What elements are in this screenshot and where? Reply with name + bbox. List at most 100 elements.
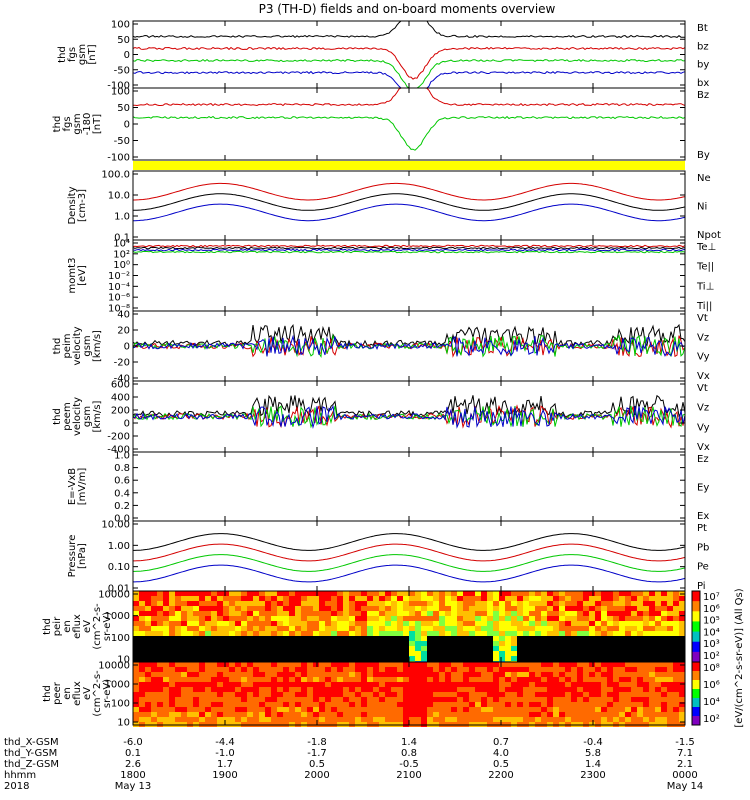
series-peim_velocity-1 [132,335,686,358]
legend-efield-2: Ex [697,511,709,522]
ytick-label: 10.00 [101,520,130,531]
orbit-value: 0.1 [125,748,141,759]
legend-peem_velocity-0: Vt [697,383,708,394]
legend-peim_velocity-2: Vy [697,352,710,363]
ylabel-line: peem [62,402,73,430]
colorbar-swatch [692,651,700,663]
ylabel-line: gsm [72,113,83,134]
colorbar-tick: 10² [703,651,720,662]
ylabel-line: (cm^2-s- [92,670,103,717]
series-peim_velocity-0 [132,323,686,348]
legend-pressure-3: Pi [697,581,706,592]
colorbar-swatch [692,689,700,699]
ytick-label: 0.2 [114,501,130,512]
series-fgs_180-1 [132,115,686,151]
ylabel-line: gsm [82,406,93,427]
colorbar-swatch [692,680,700,690]
ytick-label: 200 [111,406,130,417]
legend-fgs_180-1: By [697,150,710,161]
ylabel-line: velocity [72,326,83,365]
ylabel-line: thd [57,46,68,63]
colorbar-swatch [692,621,700,633]
colorbar-tick: 10⁶ [703,680,720,691]
legend-peim_velocity-3: Vx [697,371,710,382]
panel-peir_eflux: 10000 1000 100 10 thd peir en eflux eV (cm^2-s-sr… [42,590,686,666]
ylabel-line: peir [52,616,63,636]
ytick-label: 0 [124,342,130,353]
panel-pressure: 10.00 1.00 0.10 0.01 Pressure [nPa] Pt Pb Pe Pi [67,520,709,595]
ylabel-line: gsm [77,44,88,65]
colorbar-tick: 10³ [703,639,720,650]
ylabel-line: eflux [72,614,83,639]
orbit-value: 0000 [672,770,697,781]
series-pressure-1 [133,543,686,562]
ytick-label: 0 [124,419,130,430]
legend-pressure-1: Pb [697,542,709,553]
ylabel-line: eV [82,687,93,700]
ylabel-line: [km/s] [92,400,103,432]
ytick-label: 10.0 [108,191,130,202]
panel-efield: 1.00.8 0.60.4 0.2 0.0 E=-VxB [mV/m] Ez Ey Ex [67,451,709,525]
ylabel-line: thd [52,116,63,133]
legend-temperature-3: Ti|| [696,301,712,312]
legend-temperature-1: Te|| [696,262,714,273]
ytick-label: 600 [111,380,130,391]
series-fgs-1 [132,46,686,80]
colorbar-swatch [692,707,700,717]
orbit-value: 5.8 [585,748,601,759]
ytick-label: 0.6 [114,476,130,487]
ytick-label: 100 [111,633,130,644]
colorbar-tick: 10⁸ [703,663,720,674]
ylabel-line: [km/s] [92,330,103,362]
ylabel-line: Pressure [67,535,78,578]
legend-temperature-2: Ti⊥ [696,281,714,292]
legend-efield-0: Ez [697,454,709,465]
ylabel-line: [nT] [92,114,103,134]
colorbar-swatch [692,671,700,681]
series-pressure-3 [133,564,686,583]
series-temperature-0 [132,244,686,248]
panel-density: 100.0 10.0 1.0 0.1 Density [cm-3] Ne Ni Npot [67,170,721,244]
ytick-label: 0 [124,120,130,131]
colorbar-swatch [692,591,700,602]
legend-peim_velocity-1: Vz [697,332,709,343]
ytick-label: -100 [107,153,130,164]
ylabel-line: thd [52,338,63,355]
ylabel-line: thd [42,618,53,635]
ytick-label: 10⁰ [113,260,130,271]
ytick-label: 20 [117,326,130,337]
colorbar-tick: 10⁴ [703,627,720,638]
ytick-label: -100 [107,81,130,92]
colorbar-tick: 10⁴ [703,697,720,708]
ytick-label: 0 [124,50,130,61]
ylabel-line: -180 [82,113,93,136]
ytick-label: 1000 [105,680,130,691]
colorbar-label: [eV/(cm^2-s-sr-eV)] (All Qs) [734,588,745,727]
ylabel-line: eV [82,620,93,633]
panel-peer_eflux: 10000 1000 100 10 thd peer en eflux eV (cm^2-s-sr… [42,661,686,729]
series-peem_velocity-2 [132,405,686,429]
orbit-value: -1.7 [307,748,327,759]
ylabel-line: [mV/m] [77,468,88,506]
ylabel-line: [nPa] [77,543,88,569]
ytick-label: 10000 [98,661,130,672]
orbit-value: 0.5 [309,759,325,770]
ytick-label: 100 [111,699,130,710]
ylabel-line: thd [42,685,53,702]
ytick-label: 1.0 [114,212,130,223]
legend-peem_velocity-1: Vz [697,403,709,414]
legend-fgs-2: by [697,60,709,71]
orbit-value: -1.0 [215,748,235,759]
ytick-label: 100 [111,87,130,98]
ytick-label: 10000 [98,590,130,601]
orbit-row-label: thd_X-GSM [4,737,59,748]
series-peem_velocity-3 [132,404,686,430]
orbit-value: 0.5 [493,759,509,770]
ytick-label: 10⁴ [113,239,130,250]
orbit-value: 7.1 [677,748,693,759]
